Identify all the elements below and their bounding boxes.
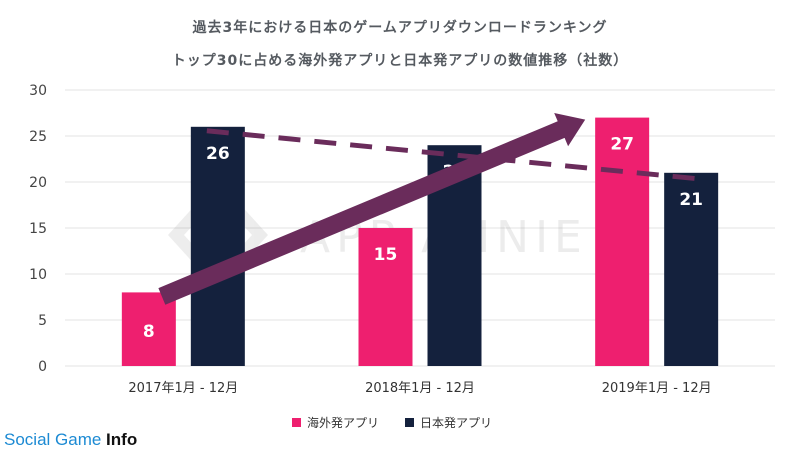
brand-logo: Social Game Info	[4, 430, 137, 450]
legend-swatch-overseas	[292, 418, 301, 427]
legend-item-overseas: 海外発アプリ	[292, 414, 379, 431]
y-tick-label: 15	[29, 221, 47, 237]
brand-text-info: Info	[106, 430, 138, 449]
y-tick-label: 5	[38, 313, 47, 329]
y-tick-label: 25	[29, 129, 47, 145]
data-label: 27	[610, 135, 634, 155]
legend-swatch-japan	[405, 418, 415, 427]
bar-japan	[190, 126, 245, 366]
data-label: 8	[143, 322, 155, 342]
data-label: 15	[374, 245, 398, 265]
data-label: 21	[679, 190, 703, 210]
legend-item-japan: 日本発アプリ	[405, 414, 492, 431]
legend: 海外発アプリ 日本発アプリ	[292, 414, 492, 431]
y-tick-label: 30	[29, 83, 47, 99]
data-label: 26	[206, 144, 230, 164]
bar-overseas	[358, 228, 413, 366]
bar-japan	[664, 172, 719, 366]
legend-label-overseas: 海外発アプリ	[307, 416, 380, 430]
y-tick-label: 20	[29, 175, 47, 191]
y-tick-label: 0	[38, 359, 47, 375]
x-tick-label: 2019年1月 - 12月	[602, 381, 712, 396]
chart-title-line-2: トップ30に占める海外発アプリと日本発アプリの数値推移（社数）	[171, 53, 629, 69]
trend-line-japan	[206, 128, 699, 182]
y-tick-label: 10	[29, 267, 47, 283]
bar-overseas	[121, 292, 176, 366]
x-tick-label: 2017年1月 - 12月	[128, 381, 238, 396]
x-tick-label: 2018年1月 - 12月	[365, 381, 475, 396]
legend-label-japan: 日本発アプリ	[420, 416, 493, 430]
chart-title-line-1: 過去3年における日本のゲームアプリダウンロードランキング	[192, 20, 608, 36]
brand-text-social-game: Social Game	[4, 430, 107, 449]
trend-arrow-overseas	[158, 113, 586, 305]
bar-overseas	[595, 117, 650, 366]
